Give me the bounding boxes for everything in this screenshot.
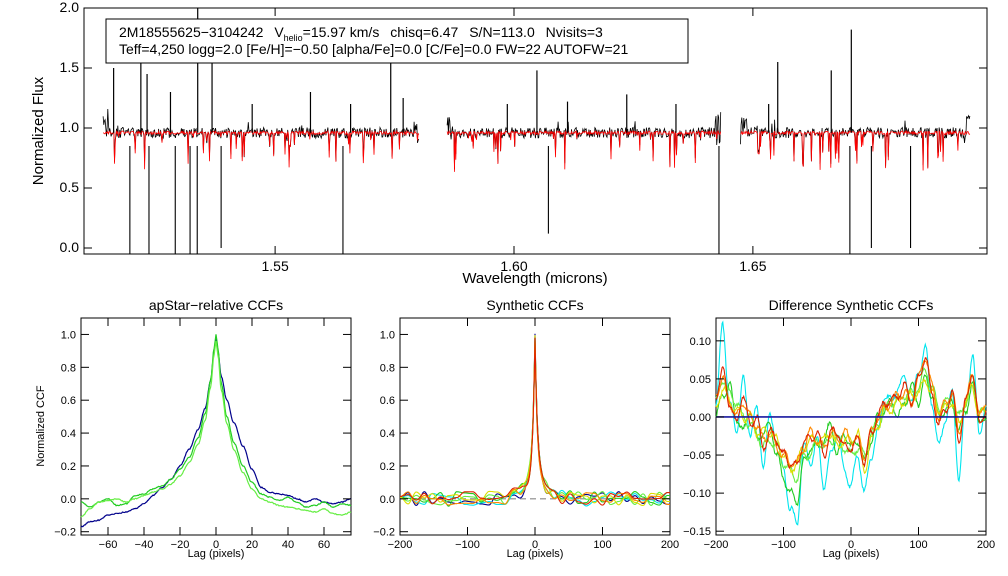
y-tick-label: 0.4 bbox=[380, 428, 395, 440]
model-spectrum-line bbox=[102, 129, 420, 170]
difference-ccf-series-yellow bbox=[715, 377, 987, 476]
v-value: =15.97 km/s bbox=[303, 24, 380, 40]
y-tick-label: −0.15 bbox=[683, 526, 711, 538]
x-tick-label: −100 bbox=[455, 539, 480, 551]
x-tick-label: −60 bbox=[99, 539, 118, 551]
star-id: 2M18555625−3104242 bbox=[119, 24, 264, 40]
apstar-ccf-frame bbox=[80, 317, 352, 536]
y-tick-label: 0.2 bbox=[61, 461, 76, 473]
info-line-1: 2M18555625−3104242 Vhelio=15.97 km/s chi… bbox=[119, 24, 603, 43]
x-tick-label: −200 bbox=[388, 539, 413, 551]
synthetic-ccf-xlabel: Lag (pixels) bbox=[507, 548, 564, 560]
x-tick-label: 1.65 bbox=[739, 258, 766, 274]
snr-value: S/N=113.0 bbox=[469, 24, 535, 40]
difference-ccf-series-cyan bbox=[715, 320, 987, 526]
info-line-2: Teff=4,250 logg=2.0 [Fe/H]=−0.50 [alpha/… bbox=[119, 41, 628, 57]
y-tick-label: −0.2 bbox=[54, 527, 76, 539]
y-tick-label: 0.8 bbox=[380, 362, 395, 374]
spectrum-axes: 1.55 1.60 1.65 0.0 0.5 1.0 1.5 2.0 bbox=[60, 0, 987, 274]
apstar-ccf-series-visit-2 bbox=[80, 334, 352, 509]
spectrum-info-box: 2M18555625−3104242 Vhelio=15.97 km/s chi… bbox=[105, 18, 689, 64]
difference-ccf-panel: Difference Synthetic CCFs −200 −100 0 100 20… bbox=[683, 297, 995, 560]
x-tick-label: 20 bbox=[246, 539, 258, 551]
y-tick-label: 1.0 bbox=[60, 119, 80, 135]
spectrum-panel: 1.55 1.60 1.65 0.0 0.5 1.0 1.5 2.0 Wavelength (… bbox=[30, 0, 988, 287]
apstar-ccf-panel: apStar−relative CCFs −60 −40 −20 0 20 40 60 −0.… bbox=[35, 297, 352, 560]
nvisits-value: Nvisits=3 bbox=[546, 24, 603, 40]
y-tick-label: 1.0 bbox=[61, 329, 76, 341]
apstar-ccf-plot-area bbox=[80, 334, 352, 528]
synthetic-ccf-panel: Synthetic CCFs −200 −100 0 100 200 −0.2 0.0 0.2… bbox=[373, 297, 679, 560]
x-tick-label: −200 bbox=[704, 539, 729, 551]
difference-ccf-title: Difference Synthetic CCFs bbox=[769, 297, 934, 313]
y-tick-label: 2.0 bbox=[60, 0, 80, 15]
apstar-ccf-series-visit-3 bbox=[80, 341, 352, 518]
apstar-ccf-axes: −60 −40 −20 0 20 40 60 −0.2 0.0 0.2 0.4 0.6 0.8 1.0 bbox=[54, 318, 351, 551]
difference-ccf-xlabel: Lag (pixels) bbox=[823, 548, 880, 560]
v-label: V bbox=[274, 24, 284, 40]
spectrum-plot-area bbox=[102, 8, 971, 254]
x-tick-label: 60 bbox=[318, 539, 330, 551]
y-tick-label: 0.8 bbox=[61, 362, 76, 374]
difference-ccf-series-lightgreen bbox=[715, 367, 987, 484]
synthetic-ccf-axes: −200 −100 0 100 200 −0.2 0.0 0.2 0.4 0.6 0.8 1.0 bbox=[373, 318, 679, 551]
difference-ccf-plot-area bbox=[715, 320, 987, 526]
model-spectrum-line bbox=[446, 129, 722, 172]
x-tick-label: 0 bbox=[213, 539, 219, 551]
y-tick-label: 0.05 bbox=[690, 374, 711, 386]
y-tick-label: −0.05 bbox=[683, 450, 711, 462]
apstar-ccf-series-visit-1 bbox=[80, 337, 352, 528]
apstar-ccf-ylabel: Normalized CCF bbox=[35, 385, 47, 467]
x-tick-label: 100 bbox=[909, 539, 927, 551]
y-tick-label: 0.00 bbox=[690, 412, 711, 424]
apstar-ccf-title: apStar−relative CCFs bbox=[149, 297, 283, 313]
y-tick-label: 0.2 bbox=[380, 461, 395, 473]
x-tick-label: 1.60 bbox=[500, 258, 527, 274]
x-tick-label: 40 bbox=[282, 539, 294, 551]
y-tick-label: 0.6 bbox=[61, 395, 76, 407]
synthetic-ccf-series-red bbox=[400, 337, 670, 506]
difference-ccf-axes: −200 −100 0 100 200 −0.15 −0.10 −0.05 0.00 0.05 0.… bbox=[683, 318, 995, 551]
y-tick-label: −0.2 bbox=[373, 527, 395, 539]
y-tick-label: 1.5 bbox=[60, 59, 80, 75]
x-tick-label: 100 bbox=[593, 539, 611, 551]
x-tick-label: −100 bbox=[771, 539, 796, 551]
x-tick-label: 0 bbox=[532, 539, 538, 551]
observed-spectrum-line bbox=[446, 112, 722, 170]
spectrum-ylabel: Normalized Flux bbox=[30, 76, 47, 185]
spectrum-xlabel: Wavelength (microns) bbox=[462, 270, 607, 287]
difference-ccf-series-red bbox=[715, 357, 987, 469]
x-tick-label: 0 bbox=[848, 539, 854, 551]
y-tick-label: −0.10 bbox=[683, 488, 711, 500]
x-tick-label: −40 bbox=[135, 539, 154, 551]
model-spectrum-line bbox=[740, 129, 971, 171]
apstar-ccf-xlabel: Lag (pixels) bbox=[188, 548, 245, 560]
synthetic-ccf-title: Synthetic CCFs bbox=[486, 297, 583, 313]
difference-ccf-series-orange bbox=[715, 359, 987, 468]
v-subscript: helio bbox=[284, 33, 303, 43]
spectrum-frame bbox=[83, 7, 988, 255]
chisq-value: chisq=6.47 bbox=[390, 24, 458, 40]
y-tick-label: 0.0 bbox=[380, 494, 395, 506]
y-tick-label: 0.5 bbox=[60, 179, 80, 195]
y-tick-label: 0.10 bbox=[690, 336, 711, 348]
y-tick-label: 0.0 bbox=[60, 239, 80, 255]
synthetic-ccf-plot-area bbox=[399, 333, 670, 507]
x-tick-label: 200 bbox=[977, 539, 995, 551]
x-tick-label: 200 bbox=[661, 539, 679, 551]
y-tick-label: 0.4 bbox=[61, 428, 76, 440]
y-tick-label: 1.0 bbox=[380, 329, 395, 341]
difference-ccf-frame bbox=[715, 317, 987, 536]
y-tick-label: 0.6 bbox=[380, 395, 395, 407]
y-tick-label: 0.0 bbox=[61, 494, 76, 506]
x-tick-label: 1.55 bbox=[261, 258, 288, 274]
x-tick-label: −20 bbox=[171, 539, 190, 551]
info-box-frame bbox=[105, 18, 689, 64]
